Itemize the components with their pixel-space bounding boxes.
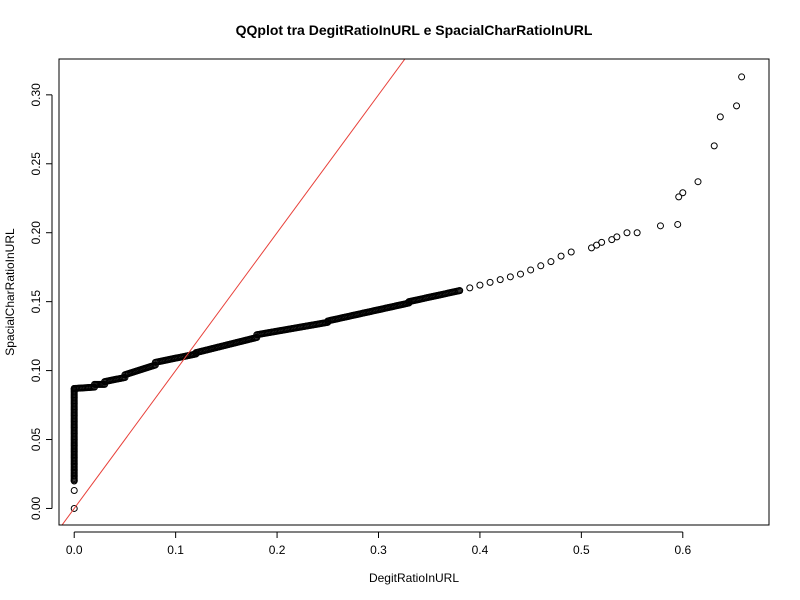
y-tick-label: 0.15	[29, 290, 43, 314]
qq-point	[567, 248, 575, 256]
x-tick-label: 0.1	[167, 543, 184, 557]
qq-point	[633, 229, 641, 237]
qq-point	[537, 262, 545, 270]
y-axis: 0.00 0.05 0.10 0.15 0.20 0.25 0.30	[29, 83, 53, 520]
qq-point	[733, 102, 741, 110]
qq-point	[613, 233, 621, 241]
y-tick-label: 0.20	[29, 221, 43, 245]
qq-point	[547, 258, 555, 266]
qq-point	[70, 477, 78, 485]
qq-point	[694, 178, 702, 186]
qq-point	[738, 73, 746, 81]
y-tick-label: 0.30	[29, 83, 43, 107]
qq-point	[656, 222, 664, 230]
qq-point	[674, 220, 682, 228]
reference-line	[61, 59, 406, 525]
qq-point	[496, 276, 504, 284]
chart-title: QQplot tra DegitRatioInURL e SpacialChar…	[236, 22, 593, 38]
qq-point	[716, 113, 724, 121]
qq-point	[557, 252, 565, 260]
x-tick-label: 0.2	[269, 543, 286, 557]
qq-point	[121, 373, 129, 381]
x-axis-label: DegitRatioInURL	[369, 571, 459, 585]
x-tick-label: 0.0	[66, 543, 83, 557]
qq-point	[70, 487, 78, 495]
qq-point	[679, 189, 687, 197]
y-tick-label: 0.25	[29, 152, 43, 176]
qq-point	[517, 270, 524, 278]
x-tick-label: 0.4	[472, 543, 489, 557]
points-layer	[70, 73, 746, 512]
y-tick-label: 0.00	[29, 496, 43, 520]
qq-point	[70, 504, 78, 512]
plot-region	[61, 59, 746, 525]
x-tick-label: 0.5	[573, 543, 590, 557]
y-tick-label: 0.10	[29, 359, 43, 383]
qq-point	[710, 142, 718, 150]
qq-point	[598, 238, 606, 246]
qq-point	[476, 281, 484, 289]
x-tick-label: 0.6	[674, 543, 691, 557]
y-axis-label: SpacialCharRatioInURL	[3, 228, 17, 356]
x-axis: 0.0 0.1 0.2 0.3 0.4 0.5 0.6	[66, 531, 691, 557]
qq-point	[623, 229, 631, 237]
qq-point	[486, 278, 494, 286]
qq-point	[527, 266, 535, 274]
qq-point	[466, 284, 474, 292]
x-tick-label: 0.3	[370, 543, 387, 557]
qq-point	[506, 273, 514, 281]
plot-frame	[58, 58, 770, 526]
qq-point	[675, 193, 683, 201]
qq-point	[456, 287, 464, 295]
y-tick-label: 0.05	[29, 428, 43, 452]
